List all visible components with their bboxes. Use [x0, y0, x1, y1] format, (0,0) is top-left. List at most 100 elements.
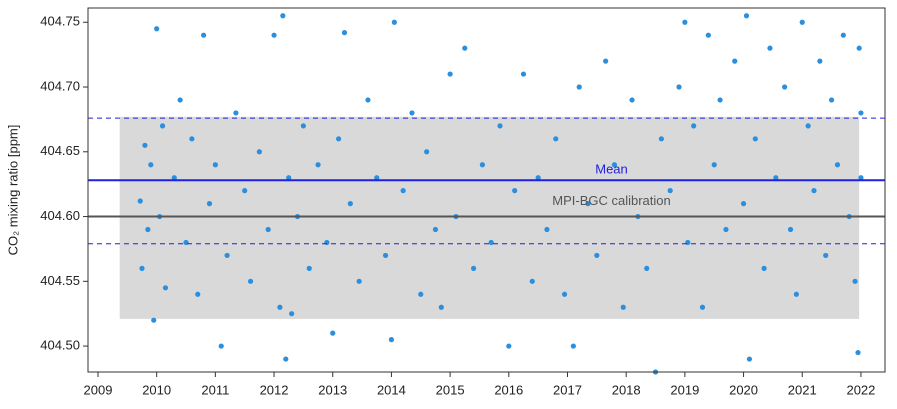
data-point	[488, 239, 494, 246]
data-point	[315, 162, 321, 168]
data-point	[391, 19, 397, 25]
data-point	[732, 58, 738, 64]
plot-frame	[87, 7, 886, 373]
y-tick-label: 404.55	[40, 273, 80, 288]
data-point	[218, 343, 224, 349]
data-point	[787, 226, 794, 233]
data-point	[148, 162, 154, 168]
data-point	[336, 136, 342, 142]
data-point	[858, 175, 864, 181]
y-tick-label: 404.65	[40, 143, 80, 158]
data-point	[752, 136, 758, 142]
data-point	[154, 26, 160, 32]
data-point	[177, 97, 183, 103]
data-point	[603, 58, 609, 64]
x-tick-label: 2020	[729, 382, 758, 397]
data-point	[767, 45, 773, 51]
data-point	[723, 226, 729, 233]
data-point	[620, 304, 626, 310]
data-point	[277, 304, 283, 310]
data-point	[773, 175, 779, 181]
data-point	[667, 188, 673, 194]
data-point	[834, 162, 841, 168]
data-point	[782, 84, 788, 90]
x-tick-label: 2012	[260, 382, 289, 397]
data-point	[447, 71, 453, 77]
data-point	[289, 311, 295, 317]
y-tick-label: 404.60	[40, 208, 80, 223]
data-point	[717, 97, 723, 103]
data-point	[142, 142, 148, 148]
data-point	[242, 188, 248, 194]
data-point	[139, 265, 145, 271]
data-point	[271, 32, 277, 38]
data-point	[576, 84, 582, 90]
data-point	[324, 239, 330, 246]
data-point	[561, 291, 568, 297]
data-point	[799, 19, 805, 25]
data-point	[374, 175, 380, 181]
data-point	[691, 123, 697, 129]
data-point	[424, 149, 430, 155]
data-point	[793, 291, 799, 297]
data-point	[828, 97, 835, 103]
data-point	[611, 162, 618, 168]
data-point	[388, 337, 395, 343]
data-point	[365, 97, 371, 103]
data-point	[743, 13, 750, 19]
data-point	[137, 198, 143, 204]
data-point	[520, 71, 527, 77]
data-point	[817, 58, 823, 64]
data-point	[570, 343, 576, 349]
data-point	[658, 136, 664, 142]
data-point	[356, 278, 362, 284]
data-point	[682, 19, 688, 25]
data-point	[189, 136, 195, 142]
data-point	[685, 239, 691, 246]
data-point	[159, 123, 166, 129]
data-point	[280, 13, 286, 19]
data-point	[544, 226, 550, 233]
data-point	[705, 32, 711, 38]
data-point	[300, 123, 306, 129]
data-point	[382, 252, 389, 259]
data-point	[201, 32, 207, 38]
data-point	[195, 291, 201, 297]
data-point	[206, 201, 213, 207]
data-point	[479, 162, 485, 168]
data-point	[858, 110, 864, 116]
data-point	[286, 175, 292, 181]
data-point	[856, 45, 862, 51]
data-point	[330, 330, 336, 336]
x-tick-label: 2018	[612, 382, 641, 397]
calibration-label: MPI-BGC calibration	[552, 193, 670, 208]
data-point	[247, 278, 254, 284]
data-point	[823, 252, 829, 259]
data-point	[761, 265, 767, 271]
data-point	[529, 278, 535, 284]
x-tick-label: 2009	[84, 382, 113, 397]
x-tick-label: 2013	[318, 382, 347, 397]
data-point	[347, 201, 353, 207]
data-point	[409, 110, 415, 116]
data-point	[306, 265, 312, 271]
data-point	[233, 110, 239, 116]
data-point	[183, 239, 189, 246]
data-point	[512, 188, 518, 194]
data-point	[629, 97, 635, 103]
data-point	[585, 201, 591, 207]
data-point	[497, 123, 503, 129]
x-tick-label: 2017	[553, 382, 582, 397]
data-point	[676, 84, 682, 90]
range-band	[119, 116, 860, 319]
data-point	[811, 188, 817, 194]
x-tick-label: 2011	[201, 382, 229, 397]
x-tick-label: 2014	[377, 382, 406, 397]
y-tick-label: 404.75	[40, 14, 80, 29]
data-point	[341, 30, 348, 36]
data-point	[283, 356, 289, 362]
data-point	[644, 265, 650, 271]
data-point	[470, 265, 477, 271]
data-point	[256, 149, 262, 155]
